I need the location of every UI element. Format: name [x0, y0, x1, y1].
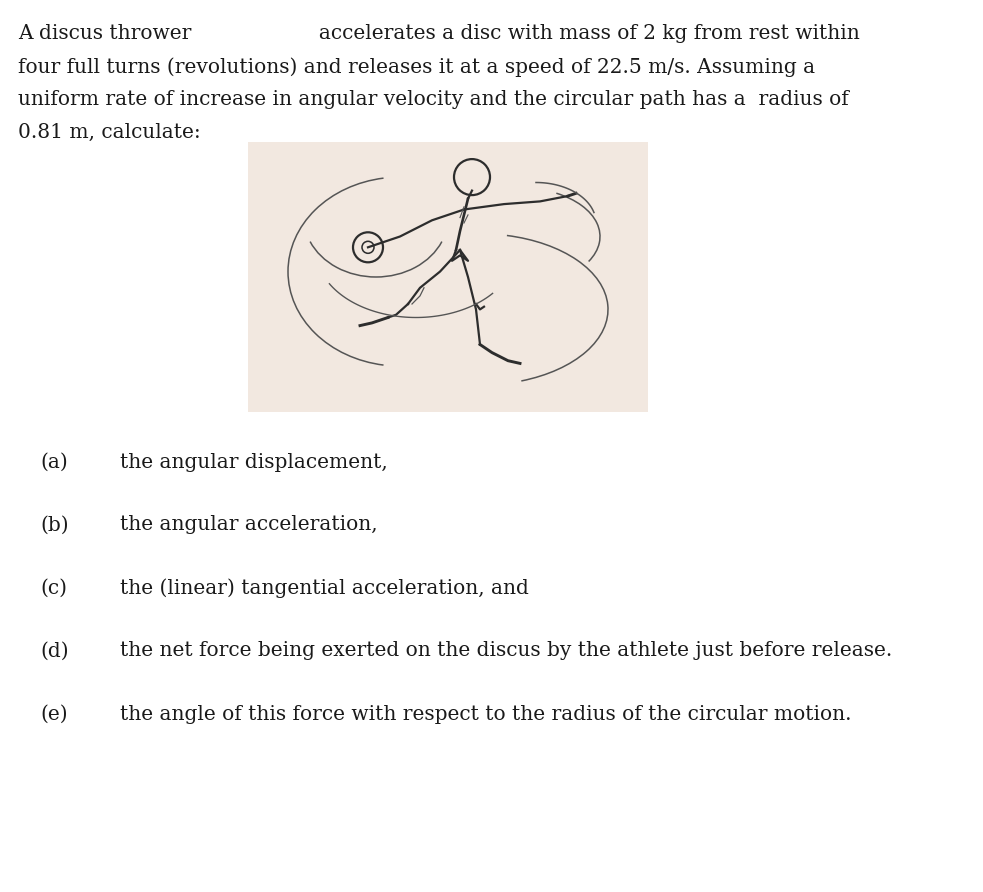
- Text: four full turns (revolutions) and releases it at a speed of 22.5 m/s. Assuming a: four full turns (revolutions) and releas…: [18, 57, 815, 77]
- Text: (a): (a): [40, 452, 68, 472]
- Text: the angular acceleration,: the angular acceleration,: [120, 516, 377, 534]
- Text: (c): (c): [40, 579, 67, 598]
- Text: the angular displacement,: the angular displacement,: [120, 452, 387, 472]
- Text: (b): (b): [40, 516, 69, 534]
- Text: the (linear) tangential acceleration, and: the (linear) tangential acceleration, an…: [120, 578, 529, 598]
- Text: 0.81 m, calculate:: 0.81 m, calculate:: [18, 123, 201, 142]
- Text: uniform rate of increase in angular velocity and the circular path has a  radius: uniform rate of increase in angular velo…: [18, 90, 848, 109]
- Text: the net force being exerted on the discus by the athlete just before release.: the net force being exerted on the discu…: [120, 641, 893, 660]
- Text: the angle of this force with respect to the radius of the circular motion.: the angle of this force with respect to …: [120, 705, 851, 723]
- Text: A discus thrower                    accelerates a disc with mass of 2 kg from re: A discus thrower accelerates a disc with…: [18, 24, 860, 43]
- Bar: [248, 142, 648, 412]
- Text: (e): (e): [40, 705, 68, 723]
- Text: (d): (d): [40, 641, 69, 660]
